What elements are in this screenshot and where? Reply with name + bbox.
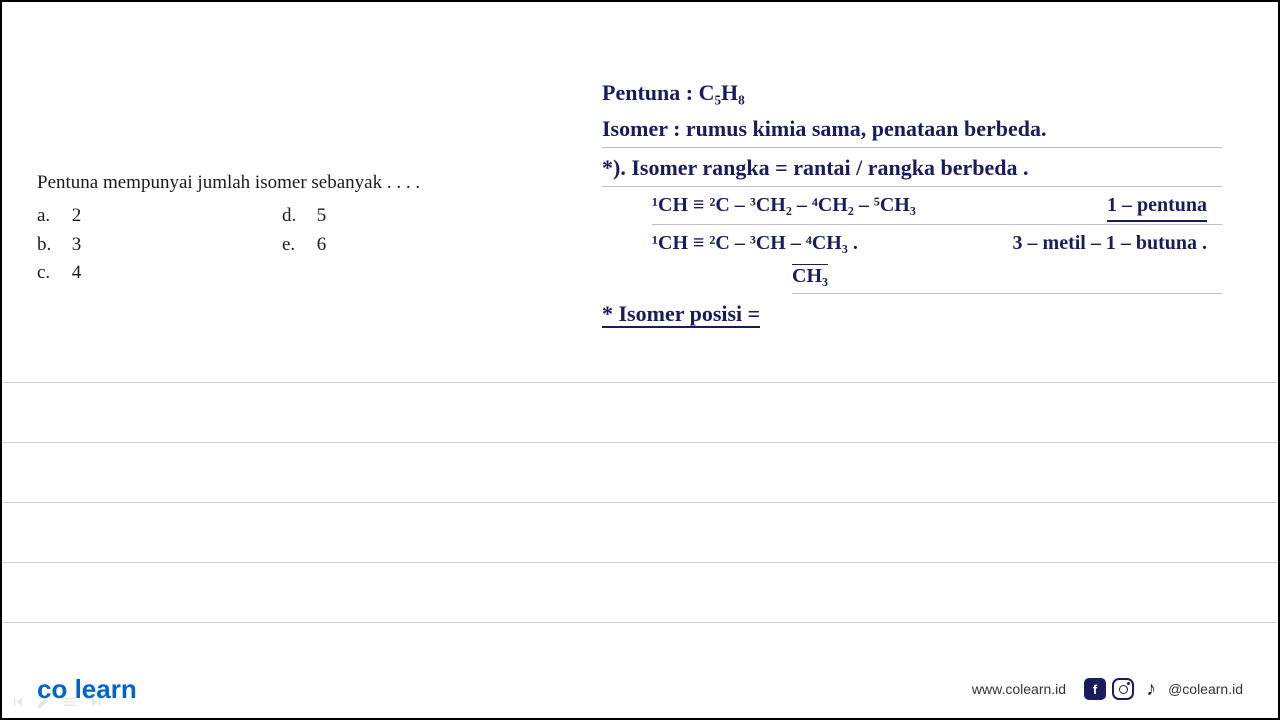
option-c-value: 4 bbox=[72, 262, 82, 283]
player-controls bbox=[10, 694, 104, 710]
hw-isomer-posisi: * Isomer posisi = bbox=[602, 298, 1222, 330]
option-d-value: 5 bbox=[317, 205, 327, 226]
hw-pentuna: Pentuna : C₅H₈ bbox=[602, 77, 1222, 109]
hw-formula-2-sub-text: CH₃ bbox=[792, 264, 828, 287]
hw-pentuna-label: Pentuna : bbox=[602, 80, 693, 105]
option-a-value: 2 bbox=[72, 205, 82, 226]
hw-formula-1: ¹CH ≡ ²C – ³CH₂ – ⁴CH₂ – ⁵CH₃ 1 – pentun… bbox=[652, 191, 1222, 225]
hw-isomer-text: rumus kimia sama, penataan berbeda. bbox=[686, 116, 1047, 141]
option-d-label: d. bbox=[282, 202, 312, 231]
hw-formula-2-name: 3 – metil – 1 – butuna . bbox=[1013, 229, 1207, 258]
hw-rangka-text: rantai / rangka berbeda . bbox=[793, 155, 1028, 180]
edit-icon[interactable] bbox=[36, 694, 52, 710]
social-icons: f ♪ @colearn.id bbox=[1084, 678, 1243, 700]
options-col-2: d. 5 e. 6 bbox=[282, 202, 527, 288]
hw-isomer-rangka: *). Isomer rangka = rantai / rangka berb… bbox=[602, 152, 1222, 187]
option-b: b. 3 bbox=[37, 231, 282, 260]
facebook-icon[interactable]: f bbox=[1084, 678, 1106, 700]
instagram-icon[interactable] bbox=[1112, 678, 1134, 700]
hw-rangka-label: *). Isomer rangka = bbox=[602, 155, 788, 180]
prev-icon[interactable] bbox=[10, 694, 26, 710]
option-a-label: a. bbox=[37, 202, 67, 231]
option-b-value: 3 bbox=[72, 234, 82, 255]
page-container: Pentuna mempunyai jumlah isomer sebanyak… bbox=[0, 0, 1280, 720]
option-e-label: e. bbox=[282, 231, 312, 260]
list-icon[interactable] bbox=[62, 694, 78, 710]
option-b-label: b. bbox=[37, 231, 67, 260]
hw-formula-2: ¹CH ≡ ²C – ³CH – ⁴CH₃ . 3 – metil – 1 – … bbox=[652, 229, 1222, 258]
hw-isomer-def: Isomer : rumus kimia sama, penataan berb… bbox=[602, 113, 1222, 148]
option-d: d. 5 bbox=[282, 202, 527, 231]
tiktok-icon[interactable]: ♪ bbox=[1140, 678, 1162, 700]
hw-formula-1-text: ¹CH ≡ ²C – ³CH₂ – ⁴CH₂ – ⁵CH₃ bbox=[652, 191, 916, 220]
options-row: a. 2 b. 3 c. 4 d. 5 e. 6 bbox=[37, 202, 557, 288]
option-c: c. 4 bbox=[37, 259, 282, 288]
footer: co learn www.colearn.id f ♪ @colearn.id bbox=[2, 660, 1278, 718]
next-icon[interactable] bbox=[88, 694, 104, 710]
hw-pentuna-formula: C₅H₈ bbox=[699, 80, 745, 105]
question-block: Pentuna mempunyai jumlah isomer sebanyak… bbox=[37, 172, 557, 288]
handwriting-block: Pentuna : C₅H₈ Isomer : rumus kimia sama… bbox=[602, 77, 1222, 334]
option-e: e. 6 bbox=[282, 231, 527, 260]
option-a: a. 2 bbox=[37, 202, 282, 231]
hw-formula-1-name: 1 – pentuna bbox=[1107, 191, 1207, 222]
hw-isomer-label: Isomer : bbox=[602, 116, 680, 141]
option-c-label: c. bbox=[37, 259, 67, 288]
option-e-value: 6 bbox=[317, 234, 327, 255]
hw-formula-2-text: ¹CH ≡ ²C – ³CH – ⁴CH₃ . bbox=[652, 229, 858, 258]
hw-posisi-text: * Isomer posisi = bbox=[602, 301, 760, 328]
website-link[interactable]: www.colearn.id bbox=[972, 681, 1066, 697]
social-handle: @colearn.id bbox=[1168, 681, 1243, 697]
footer-right: www.colearn.id f ♪ @colearn.id bbox=[972, 678, 1243, 700]
options-col-1: a. 2 b. 3 c. 4 bbox=[37, 202, 282, 288]
question-text: Pentuna mempunyai jumlah isomer sebanyak… bbox=[37, 172, 557, 194]
hw-formula-2-sub: CH₃ bbox=[792, 262, 1222, 294]
